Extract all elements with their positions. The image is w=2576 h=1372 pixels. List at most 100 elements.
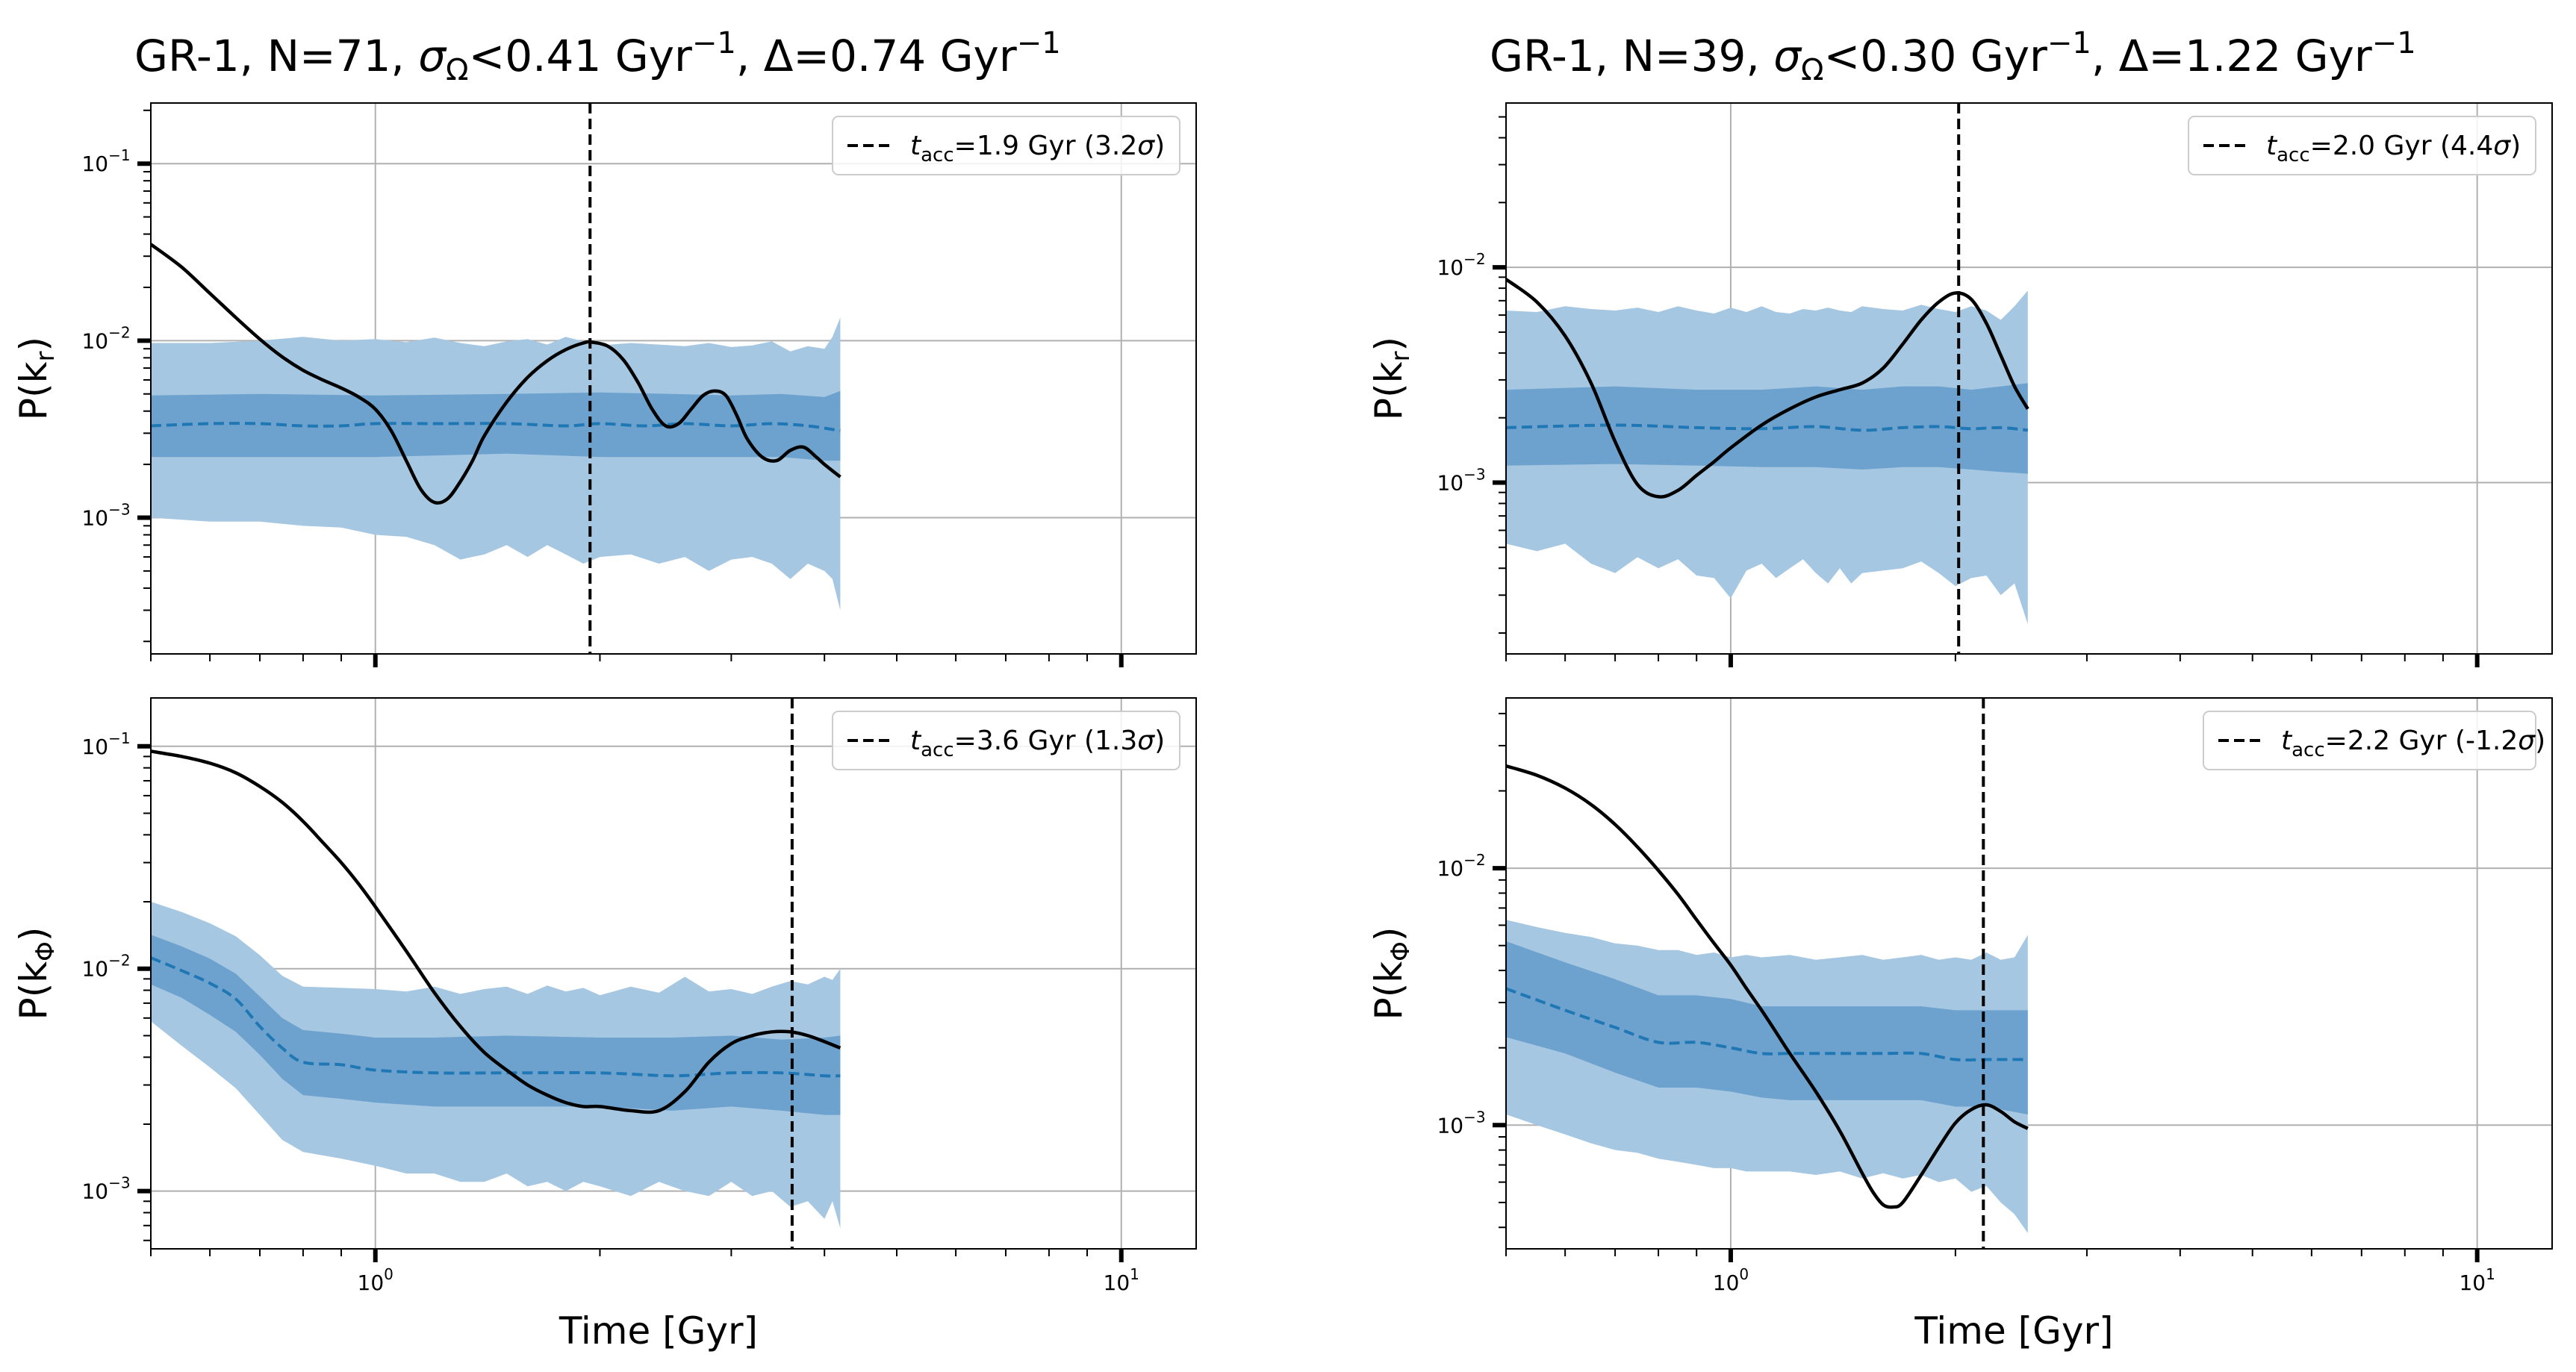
x-tick-label: 101 xyxy=(2459,1265,2495,1295)
axes-frame xyxy=(150,102,1197,655)
legend: tacc=2.2 Gyr (-1.2σ) xyxy=(2203,711,2545,770)
title-superscript: −1 xyxy=(1017,26,1061,60)
median-line xyxy=(1506,987,2028,1062)
legend-label: tacc=3.6 Gyr (1.3σ) xyxy=(910,726,1165,761)
y-axis-label-end: ) xyxy=(1367,337,1410,352)
x-tick-label: 100 xyxy=(358,1265,393,1295)
y-tick-base: 10 xyxy=(81,957,108,982)
legend-subscript: acc xyxy=(2277,144,2310,166)
y-tick-base: 10 xyxy=(81,152,108,176)
axes-frame xyxy=(1505,697,2553,1250)
legend-box xyxy=(832,711,1180,770)
y-tick-base: 10 xyxy=(81,735,108,759)
band-1sigma xyxy=(1506,941,2028,1114)
y-axis-label-end: ) xyxy=(12,337,55,352)
x-tick-base: 10 xyxy=(1104,1270,1130,1295)
title-part: <0.41 Gyr xyxy=(469,31,692,81)
title-sigma: σ xyxy=(418,31,447,81)
x-tick-exponent: 0 xyxy=(1739,1265,1749,1283)
panel-kr: 10−310−2P(kr)tacc=2.0 Gyr (4.4σ) xyxy=(1367,102,2553,667)
legend-t: t xyxy=(910,726,922,756)
signal-line xyxy=(151,243,841,505)
y-axis-label: P(kr) xyxy=(1367,337,1416,420)
y-axis-label: P(kr) xyxy=(12,337,60,420)
legend-subscript: acc xyxy=(921,144,954,166)
title-sigma: σ xyxy=(1773,31,1802,81)
y-axis-label: P(kΦ) xyxy=(1367,927,1416,1020)
y-tick-label: 10−3 xyxy=(1437,466,1485,496)
panel-kr: 10−310−210−1P(kr)tacc=1.9 Gyr (3.2σ) xyxy=(12,102,1197,667)
y-axis-label-main: P(k xyxy=(1367,361,1410,420)
legend-subscript: acc xyxy=(921,739,954,761)
title-sigma-subscript: Ω xyxy=(1801,53,1824,87)
y-tick-exponent: −1 xyxy=(108,729,130,747)
title-part: GR-1, N=71, xyxy=(134,31,418,81)
legend-sigma: σ xyxy=(2518,726,2536,756)
y-tick-base: 10 xyxy=(1437,1113,1463,1138)
y-tick-base: 10 xyxy=(1437,255,1463,280)
y-tick-base: 10 xyxy=(81,506,108,531)
y-axis-label-subscript: Φ xyxy=(1386,941,1416,961)
y-tick-base: 10 xyxy=(1437,471,1463,496)
y-tick-label: 10−2 xyxy=(81,952,130,982)
legend-text: =2.2 Gyr (-1.2 xyxy=(2325,726,2519,756)
y-tick-base: 10 xyxy=(81,1179,108,1204)
y-tick-label: 10−2 xyxy=(1437,250,1485,280)
plot-area xyxy=(151,698,1196,1249)
chart-title: GR-1, N=39, σΩ<0.30 Gyr−1, Δ=1.22 Gyr−1 xyxy=(1490,26,2416,87)
title-superscript: −1 xyxy=(2372,26,2416,60)
band-1sigma xyxy=(151,935,841,1115)
y-tick-label: 10−2 xyxy=(81,323,130,353)
legend-text-end: ) xyxy=(1154,131,1165,161)
legend: tacc=3.6 Gyr (1.3σ) xyxy=(832,711,1180,770)
y-tick-label: 10−3 xyxy=(81,1174,130,1204)
band-1sigma xyxy=(151,390,841,461)
y-tick-exponent: −3 xyxy=(108,501,130,519)
title-part: <0.30 Gyr xyxy=(1824,31,2047,81)
legend-label: tacc=2.0 Gyr (4.4σ) xyxy=(2266,131,2521,166)
legend: tacc=1.9 Gyr (3.2σ) xyxy=(832,116,1180,175)
legend: tacc=2.0 Gyr (4.4σ) xyxy=(2188,116,2536,175)
signal-line xyxy=(1506,764,2029,1209)
title-sigma-subscript: Ω xyxy=(446,53,469,87)
y-tick-exponent: −3 xyxy=(1463,466,1485,484)
axes-frame xyxy=(1505,102,2553,655)
legend-t: t xyxy=(910,131,922,161)
legend-sigma: σ xyxy=(1137,131,1155,161)
median-line xyxy=(151,422,841,432)
legend-text: =3.6 Gyr (1.3 xyxy=(954,726,1138,756)
legend-text-end: ) xyxy=(1154,726,1165,756)
legend-label: tacc=2.2 Gyr (-1.2σ) xyxy=(2281,726,2545,761)
median-line xyxy=(1506,423,2029,432)
y-axis-label-main: P(k xyxy=(1367,961,1410,1020)
x-tick-exponent: 0 xyxy=(384,1265,393,1283)
x-axis-label: Time [Gyr] xyxy=(1914,1309,2113,1353)
x-tick-base: 10 xyxy=(358,1270,385,1295)
axes-frame xyxy=(150,697,1197,1250)
y-tick-exponent: −3 xyxy=(108,1174,130,1192)
legend-t: t xyxy=(2281,726,2293,756)
y-axis-label-subscript: r xyxy=(31,351,60,361)
plot-area xyxy=(151,103,1196,654)
title-part: , Δ=1.22 Gyr xyxy=(2091,31,2372,81)
x-tick-base: 10 xyxy=(1713,1270,1740,1295)
y-tick-base: 10 xyxy=(81,328,108,353)
legend-text-end: ) xyxy=(2510,131,2521,161)
legend-label: tacc=1.9 Gyr (3.2σ) xyxy=(910,131,1165,166)
legend-subscript: acc xyxy=(2292,739,2325,761)
legend-text-end: ) xyxy=(2535,726,2545,756)
y-axis-label-subscript: r xyxy=(1386,351,1416,361)
x-tick-exponent: 1 xyxy=(2486,1265,2495,1283)
chart-title: GR-1, N=71, σΩ<0.41 Gyr−1, Δ=0.74 Gyr−1 xyxy=(134,26,1061,87)
band-2sigma xyxy=(151,317,841,611)
y-axis-label-main: P(k xyxy=(12,361,55,420)
y-tick-label: 10−3 xyxy=(81,501,130,531)
y-axis-label: P(kΦ) xyxy=(12,927,60,1020)
plot-area xyxy=(1506,698,2552,1249)
x-tick-label: 101 xyxy=(1104,1265,1139,1295)
y-tick-exponent: −3 xyxy=(1463,1108,1485,1126)
title-superscript: −1 xyxy=(2047,26,2091,60)
y-tick-label: 10−2 xyxy=(1437,851,1485,881)
